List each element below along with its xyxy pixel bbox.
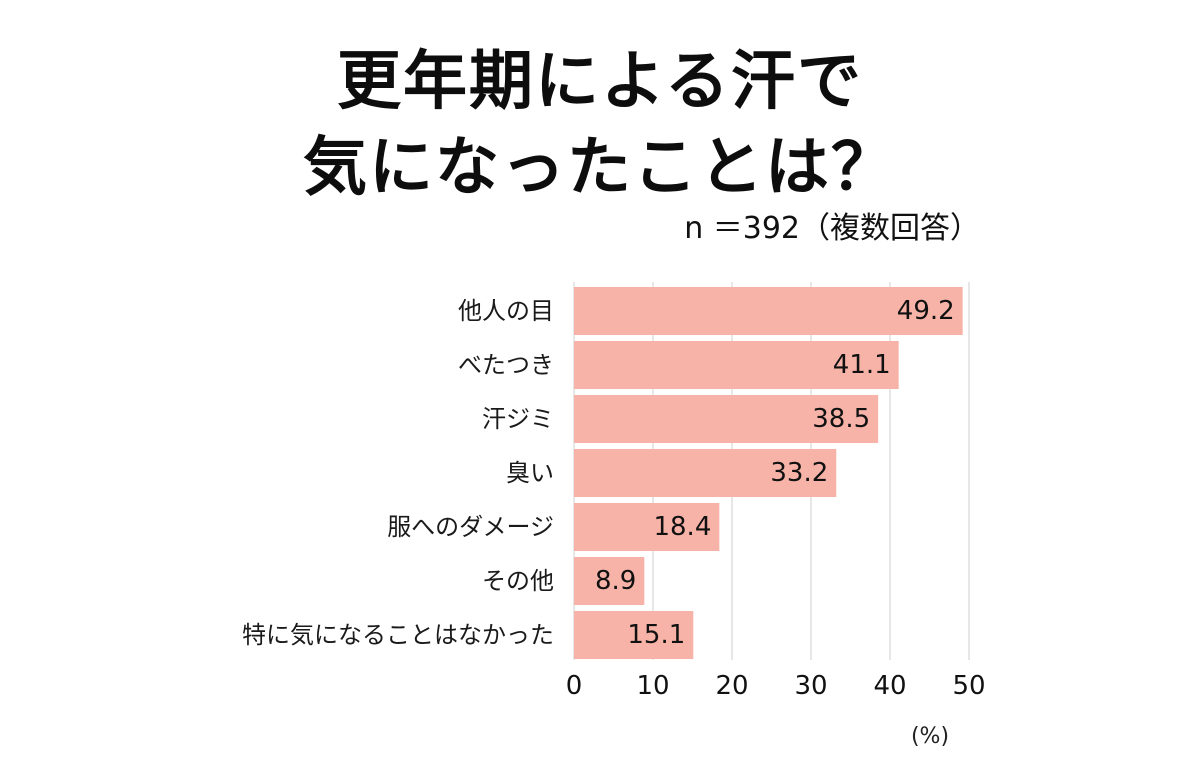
category-label-6: 特に気になることはなかった (242, 621, 554, 649)
value-label-1: 41.1 (833, 350, 891, 380)
value-label-5: 8.9 (595, 566, 636, 596)
category-label-4: 服へのダメージ (387, 513, 554, 541)
bar-3 (574, 449, 837, 497)
bar-2 (574, 395, 879, 443)
x-tick-label-30: 30 (794, 671, 827, 701)
bar-1 (574, 341, 899, 389)
chart-title-line-2: 気になったことは？ (303, 131, 897, 205)
category-label-5: その他 (482, 567, 554, 595)
x-tick-label-20: 20 (715, 671, 748, 701)
value-label-2: 38.5 (812, 404, 870, 434)
value-label-6: 15.1 (627, 620, 685, 650)
value-label-4: 18.4 (653, 512, 711, 542)
value-label-3: 33.2 (770, 458, 828, 488)
x-tick-label-50: 50 (952, 671, 985, 701)
bar-5 (574, 557, 645, 605)
unit-label: (%) (910, 724, 950, 749)
category-label-0: 他人の目 (458, 297, 554, 325)
bar-6 (574, 611, 694, 659)
x-tick-label-40: 40 (873, 671, 906, 701)
chart-subtitle: n ＝392（複数回答） (684, 211, 980, 246)
chart-title-line-1: 更年期による汗で (336, 45, 864, 119)
category-label-3: 臭い (506, 459, 554, 487)
bar-0 (574, 287, 963, 335)
x-tick-label-0: 0 (566, 671, 583, 701)
category-label-1: べたつき (458, 351, 554, 379)
category-label-2: 汗ジミ (482, 405, 554, 433)
x-tick-label-10: 10 (636, 671, 669, 701)
value-label-0: 49.2 (897, 296, 955, 326)
bar-4 (574, 503, 720, 551)
